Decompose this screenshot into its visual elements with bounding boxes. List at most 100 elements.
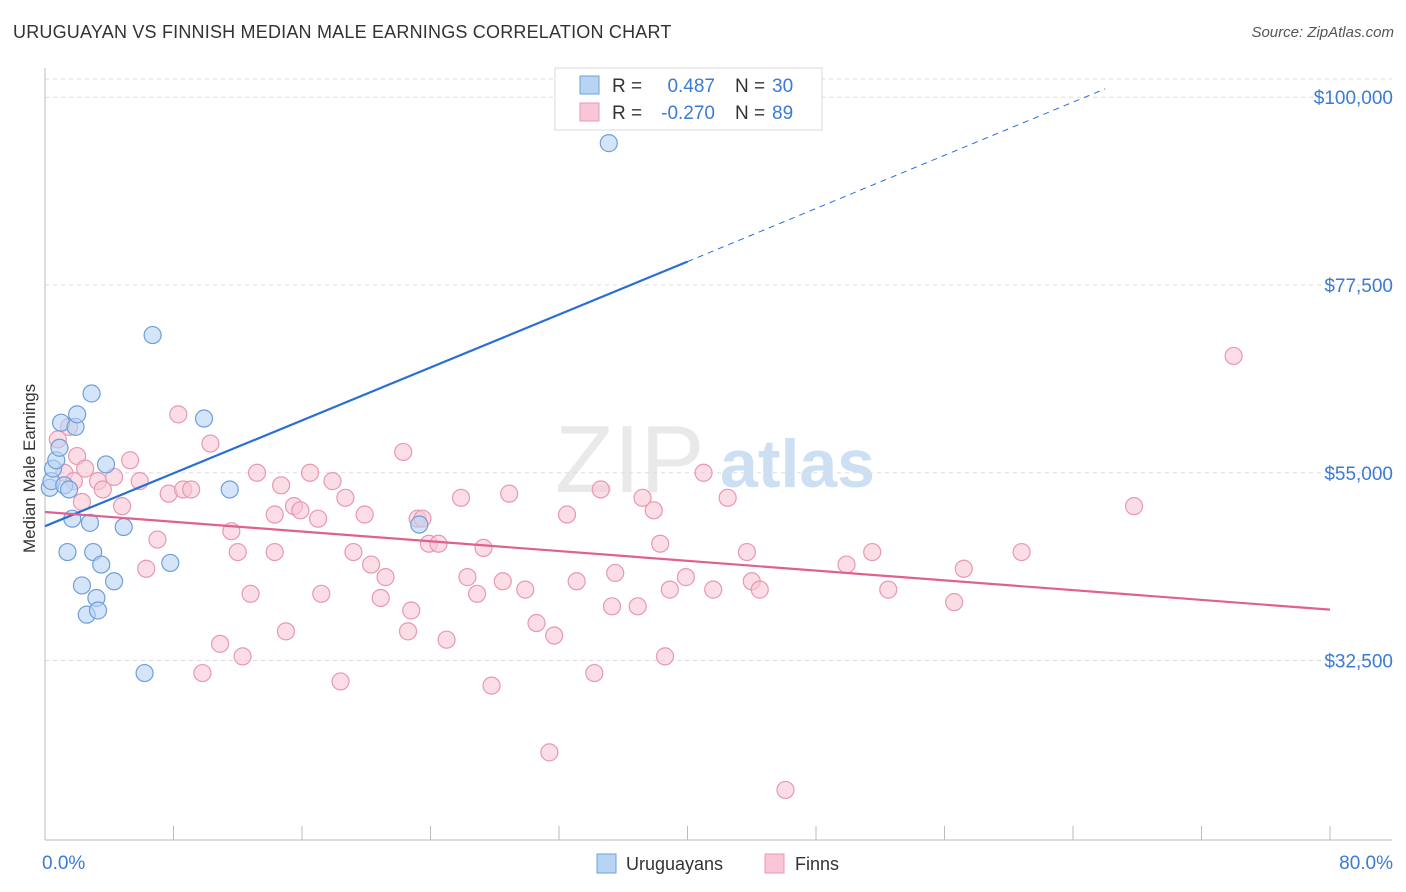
- y-tick-label: $32,500: [1324, 652, 1393, 673]
- uruguayans-r-label: R =: [612, 76, 642, 97]
- x-tick-label-min: 0.0%: [42, 853, 85, 874]
- uruguayans-point: [88, 601, 108, 620]
- finns-point: [437, 630, 456, 649]
- axes: [44, 68, 1392, 841]
- finns-swatch: [579, 102, 600, 122]
- legend-uruguayans-label: Uruguayans: [626, 854, 723, 874]
- y-tick-label: $100,000: [1314, 88, 1393, 109]
- finns-point: [137, 559, 156, 578]
- finns-point: [228, 542, 247, 562]
- finns-point: [371, 588, 390, 608]
- finns-point: [516, 580, 535, 599]
- uruguayans-point: [82, 384, 101, 403]
- finns-point: [265, 505, 284, 524]
- finns-point: [776, 780, 795, 800]
- uruguayans-point: [104, 572, 124, 591]
- gridlines: [45, 78, 1392, 662]
- finns-point: [308, 509, 328, 528]
- uruguayans-trend-line: [44, 260, 688, 528]
- uruguayans-point: [143, 325, 162, 345]
- finns-point: [272, 476, 291, 495]
- finns-point: [451, 488, 471, 507]
- legend-finns-swatch: [764, 853, 785, 874]
- finns-point: [429, 534, 448, 553]
- finns-point: [182, 480, 201, 499]
- finns-point: [148, 530, 167, 549]
- y-tick-label: $55,000: [1324, 464, 1393, 485]
- finns-point: [193, 663, 212, 683]
- finns-point: [210, 634, 230, 653]
- source-label: Source: ZipAtlas.com: [1251, 24, 1394, 41]
- finns-point: [500, 484, 519, 503]
- finns-point: [121, 451, 140, 470]
- finns-point: [376, 568, 395, 587]
- finns-point: [241, 584, 260, 603]
- uruguayans-point: [50, 438, 69, 457]
- finns-point: [704, 580, 723, 599]
- series-legend: Uruguayans Finns: [596, 853, 839, 874]
- finns-point: [557, 505, 577, 524]
- finns-point: [545, 626, 564, 645]
- uruguayans-point: [59, 480, 79, 499]
- finns-point: [651, 534, 670, 553]
- finns-point: [676, 568, 695, 587]
- finns-point: [750, 580, 769, 599]
- watermark-zip: ZIP: [555, 406, 704, 513]
- finns-point: [344, 542, 363, 562]
- finns-point: [879, 580, 898, 599]
- finns-point: [361, 555, 381, 574]
- finns-n-label: N =: [735, 103, 765, 124]
- finns-point: [602, 597, 622, 616]
- uruguayans-point: [410, 515, 429, 534]
- finns-point: [585, 663, 604, 683]
- uruguayans-trend-extension: [687, 88, 1106, 263]
- finns-point: [493, 572, 512, 591]
- uruguayans-point: [135, 663, 154, 683]
- finns-point: [265, 542, 284, 562]
- finns-point: [644, 501, 663, 520]
- finns-point: [355, 505, 374, 524]
- uruguayans-n-label: N =: [735, 76, 765, 97]
- finns-point: [474, 538, 493, 557]
- finns-point: [567, 572, 586, 591]
- trend-lines: [44, 88, 1331, 611]
- uruguayans-point: [220, 480, 239, 499]
- uruguayans-point: [96, 455, 116, 474]
- finns-point: [718, 488, 737, 507]
- uruguayans-swatch: [579, 75, 600, 95]
- finns-point: [467, 584, 487, 603]
- uruguayans-point: [58, 542, 77, 562]
- finns-point: [76, 459, 95, 478]
- finns-point: [655, 647, 675, 666]
- finns-point: [660, 580, 679, 599]
- finns-point: [169, 405, 188, 424]
- uruguayans-point: [92, 555, 111, 574]
- uruguayans-n-value: 30: [772, 76, 793, 97]
- finns-point: [394, 442, 413, 462]
- x-tick-label-max: 80.0%: [1339, 853, 1393, 874]
- finns-point: [1012, 542, 1031, 562]
- finns-point: [837, 555, 856, 574]
- finns-point: [954, 559, 973, 578]
- finns-point: [694, 463, 713, 482]
- finns-point: [276, 622, 296, 641]
- legend-uruguayans-swatch: [596, 853, 617, 874]
- uruguayans-r-value: 0.487: [667, 76, 715, 97]
- legend-finns-label: Finns: [795, 854, 839, 874]
- data-points: [40, 134, 1243, 800]
- finns-point: [233, 647, 252, 666]
- finns-point: [527, 613, 546, 633]
- finns-point: [606, 563, 625, 583]
- uruguayans-point: [114, 517, 133, 537]
- finns-point: [291, 501, 310, 520]
- finns-point: [93, 480, 112, 499]
- finns-point: [402, 601, 421, 620]
- finns-point: [300, 463, 320, 482]
- finns-point: [945, 593, 964, 612]
- uruguayans-point: [161, 553, 180, 573]
- tick-labels: $32,500 $55,000 $77,500 $100,000 0.0% 80.0%: [42, 88, 1393, 874]
- finns-point: [398, 622, 418, 641]
- finns-trend-line: [44, 510, 1331, 611]
- finns-point: [247, 463, 267, 482]
